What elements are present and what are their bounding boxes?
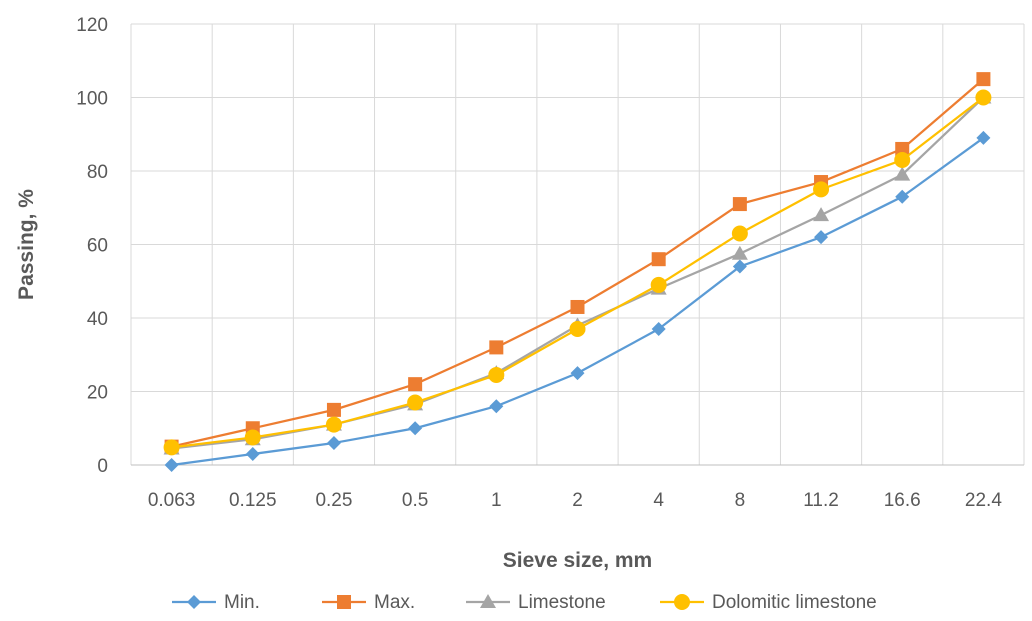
data-point xyxy=(813,207,830,222)
legend-marker xyxy=(480,594,496,608)
data-point xyxy=(326,402,341,417)
x-tick-label: 0.063 xyxy=(148,490,196,511)
legend-item: Limestone xyxy=(466,592,606,613)
x-tick-label: 0.125 xyxy=(229,490,277,511)
legend-item: Dolomitic limestone xyxy=(660,592,877,613)
y-tick-label: 60 xyxy=(87,236,108,257)
data-point xyxy=(651,322,666,337)
x-tick-label: 4 xyxy=(653,490,664,511)
x-tick-label: 0.5 xyxy=(402,490,428,511)
data-point xyxy=(489,340,504,355)
data-point xyxy=(894,151,911,168)
data-point xyxy=(164,458,179,472)
data-point xyxy=(408,377,423,392)
data-point xyxy=(894,166,911,181)
x-tick-label: 1 xyxy=(491,490,502,511)
data-point xyxy=(244,429,261,446)
legend: Min. Max. Limestone Dolomitic limestone xyxy=(172,592,877,613)
data-point xyxy=(407,394,424,411)
data-point xyxy=(814,230,829,245)
y-axis-ticks: 0 20 40 60 80 100 120 xyxy=(76,15,108,477)
data-point xyxy=(813,181,830,198)
legend-label: Limestone xyxy=(518,592,606,613)
x-axis-ticks: 0.063 0.125 0.25 0.5 1 2 4 8 11.2 16.6 22.4 xyxy=(148,490,1003,511)
legend-label: Max. xyxy=(374,592,415,613)
y-tick-label: 40 xyxy=(87,309,108,330)
data-point xyxy=(570,366,585,381)
y-tick-label: 120 xyxy=(76,15,108,36)
y-tick-label: 100 xyxy=(76,89,108,110)
legend-label: Dolomitic limestone xyxy=(712,592,877,613)
legend-marker xyxy=(187,595,201,609)
series-dolomitic-limestone xyxy=(163,89,992,456)
series-max xyxy=(164,72,991,454)
legend-marker xyxy=(337,595,351,609)
data-point xyxy=(408,421,423,436)
data-point xyxy=(895,141,910,156)
legend-item: Max. xyxy=(322,592,415,613)
data-point xyxy=(976,72,991,87)
data-point xyxy=(731,245,748,260)
series-layer xyxy=(163,72,992,472)
legend-marker xyxy=(674,594,690,610)
data-point xyxy=(731,225,748,242)
y-tick-label: 20 xyxy=(87,383,108,404)
data-point xyxy=(650,276,667,293)
x-axis-title: Sieve size, mm xyxy=(503,549,652,572)
y-tick-label: 0 xyxy=(97,456,108,477)
legend-label: Min. xyxy=(224,592,260,613)
data-point xyxy=(570,299,585,314)
data-point xyxy=(895,189,910,204)
data-point xyxy=(325,416,342,433)
data-point xyxy=(651,252,666,267)
data-point xyxy=(488,366,505,383)
y-tick-label: 80 xyxy=(87,162,108,183)
series-limestone xyxy=(163,89,992,455)
x-tick-label: 16.6 xyxy=(884,490,921,511)
data-point xyxy=(569,321,586,338)
data-point xyxy=(245,446,260,461)
series-min xyxy=(164,130,991,472)
data-point xyxy=(326,435,341,450)
x-tick-label: 11.2 xyxy=(803,490,839,511)
data-point xyxy=(732,259,747,274)
data-point xyxy=(976,130,991,145)
x-tick-label: 22.4 xyxy=(965,490,1002,511)
x-tick-label: 0.25 xyxy=(315,490,352,511)
data-point xyxy=(732,197,747,212)
data-point xyxy=(163,439,180,456)
x-tick-label: 2 xyxy=(572,490,583,511)
data-point xyxy=(975,89,992,106)
grid xyxy=(130,23,1025,466)
data-point xyxy=(489,399,504,414)
y-axis-title: Passing, % xyxy=(15,189,38,300)
x-tick-label: 8 xyxy=(735,490,746,511)
legend-item: Min. xyxy=(172,592,260,613)
